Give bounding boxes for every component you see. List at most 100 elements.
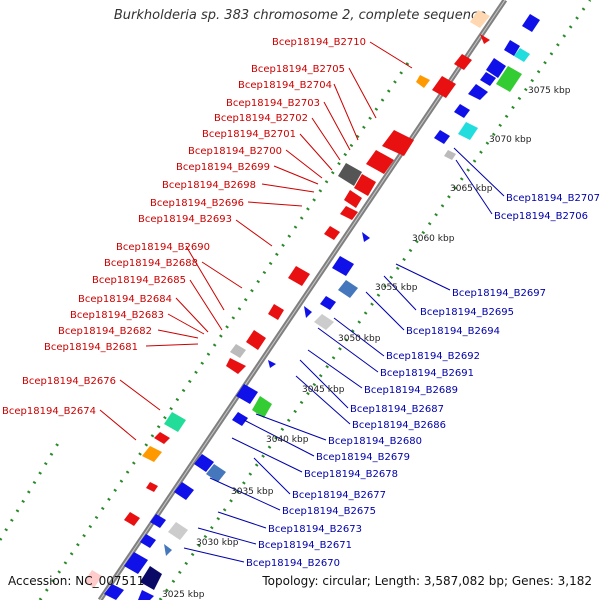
gene-label: Bcep18194_B2693 [138, 214, 232, 225]
gene-feature [140, 566, 162, 590]
gene-feature [416, 75, 430, 88]
gene-feature [124, 552, 148, 574]
gene-feature [146, 482, 158, 492]
gene-label: Bcep18194_B2710 [272, 37, 366, 48]
gene-feature [194, 454, 214, 472]
gene-feature [252, 396, 272, 418]
gene-label: Bcep18194_B2701 [202, 129, 296, 140]
scale-labels: 3025 kbp 3030 kbp 3035 kbp 3040 kbp 3045… [162, 86, 571, 600]
gene-label: Bcep18194_B2679 [316, 452, 410, 463]
gene-feature [246, 330, 266, 350]
gene-label: Bcep18194_B2695 [420, 307, 514, 318]
gene-label: Bcep18194_B2674 [2, 406, 96, 417]
accession-label: Accession: NC_007511 [8, 574, 145, 588]
gene-label: Bcep18194_B2680 [328, 436, 422, 447]
gene-feature [522, 14, 540, 32]
gene-feature [382, 130, 414, 156]
gene-feature [432, 76, 456, 98]
gene-feature [340, 206, 358, 220]
scale-label: 3030 kbp [196, 538, 239, 548]
gene-label: Bcep18194_B2683 [70, 310, 164, 321]
gene-label: Bcep18194_B2706 [494, 211, 588, 222]
map-title: Burkholderia sp. 383 chromosome 2, compl… [113, 8, 487, 23]
gene-feature [338, 163, 362, 186]
summary-label: Topology: circular; Length: 3,587,082 bp… [262, 574, 592, 588]
gene-feature [236, 384, 258, 404]
gene-feature [232, 412, 248, 426]
gene-feature [454, 54, 472, 70]
gene-feature [268, 360, 276, 368]
gene-feature [480, 34, 490, 44]
gene-feature [124, 512, 140, 526]
gene-feature [206, 464, 226, 482]
gene-label: Bcep18194_B2697 [452, 288, 546, 299]
gene-feature [458, 122, 478, 140]
gene-label: Bcep18194_B2705 [251, 64, 345, 75]
gene-label: Bcep18194_B2687 [350, 404, 444, 415]
scale-label: 3065 kbp [450, 184, 493, 194]
gene-feature [338, 280, 358, 298]
gene-label: Bcep18194_B2707 [506, 193, 600, 204]
gene-feature [304, 306, 312, 318]
gene-feature [140, 534, 156, 548]
gene-feature [154, 432, 170, 444]
gene-label: Bcep18194_B2698 [162, 180, 256, 191]
gene-feature [362, 232, 370, 242]
left-connectors [99, 41, 413, 441]
scale-label: 3040 kbp [266, 435, 309, 445]
gene-feature [480, 72, 496, 86]
gene-label: Bcep18194_B2703 [226, 98, 320, 109]
scale-label: 3050 kbp [338, 334, 381, 344]
gene-feature [344, 190, 362, 208]
gene-label: Bcep18194_B2686 [352, 420, 446, 431]
gene-label: Bcep18194_B2704 [238, 80, 332, 91]
scale-label: 3070 kbp [489, 135, 532, 145]
gene-label: Bcep18194_B2685 [92, 275, 186, 286]
gene-label: Bcep18194_B2681 [44, 342, 138, 353]
right-connectors [183, 147, 505, 563]
gene-label: Bcep18194_B2677 [292, 490, 386, 501]
gene-feature [354, 174, 376, 196]
gene-feature [268, 304, 284, 320]
gene-label: Bcep18194_B2690 [116, 242, 210, 253]
gene-feature [504, 40, 520, 56]
gene-feature [104, 584, 124, 600]
gene-feature [164, 412, 186, 432]
gene-feature [164, 544, 172, 556]
gene-label: Bcep18194_B2673 [268, 524, 362, 535]
gene-feature [514, 48, 530, 62]
gene-feature [332, 256, 354, 276]
gene-feature [226, 358, 246, 374]
gene-label: Bcep18194_B2684 [78, 294, 172, 305]
gene-label: Bcep18194_B2671 [258, 540, 352, 551]
gene-feature [454, 104, 470, 118]
gene-feature [138, 590, 154, 600]
scale-label: 3035 kbp [231, 487, 274, 497]
gene-label: Bcep18194_B2678 [304, 469, 398, 480]
gene-feature [150, 514, 166, 528]
scale-label: 3055 kbp [375, 283, 418, 293]
right-gene-labels: Bcep18194_B2707 Bcep18194_B2706 Bcep1819… [246, 193, 600, 569]
gene-feature [470, 10, 490, 28]
gene-label: Bcep18194_B2696 [150, 198, 244, 209]
gene-label: Bcep18194_B2689 [364, 385, 458, 396]
gene-feature [84, 570, 102, 588]
gene-feature [230, 344, 246, 358]
gene-label: Bcep18194_B2694 [406, 326, 500, 337]
gene-label: Bcep18194_B2670 [246, 558, 340, 569]
gene-feature [174, 482, 194, 500]
reverse-features [104, 14, 540, 600]
gene-label: Bcep18194_B2691 [380, 368, 474, 379]
gene-feature [486, 58, 506, 78]
gene-label: Bcep18194_B2682 [58, 326, 152, 337]
scale-label: 3025 kbp [162, 590, 205, 600]
gene-feature [320, 296, 336, 310]
gene-feature [444, 150, 456, 160]
scale-label: 3045 kbp [302, 385, 345, 395]
forward-features [84, 10, 490, 588]
left-gene-labels: Bcep18194_B2710 Bcep18194_B2705 Bcep1819… [2, 37, 366, 417]
gene-label: Bcep18194_B2692 [386, 351, 480, 362]
gene-label: Bcep18194_B2676 [22, 376, 116, 387]
